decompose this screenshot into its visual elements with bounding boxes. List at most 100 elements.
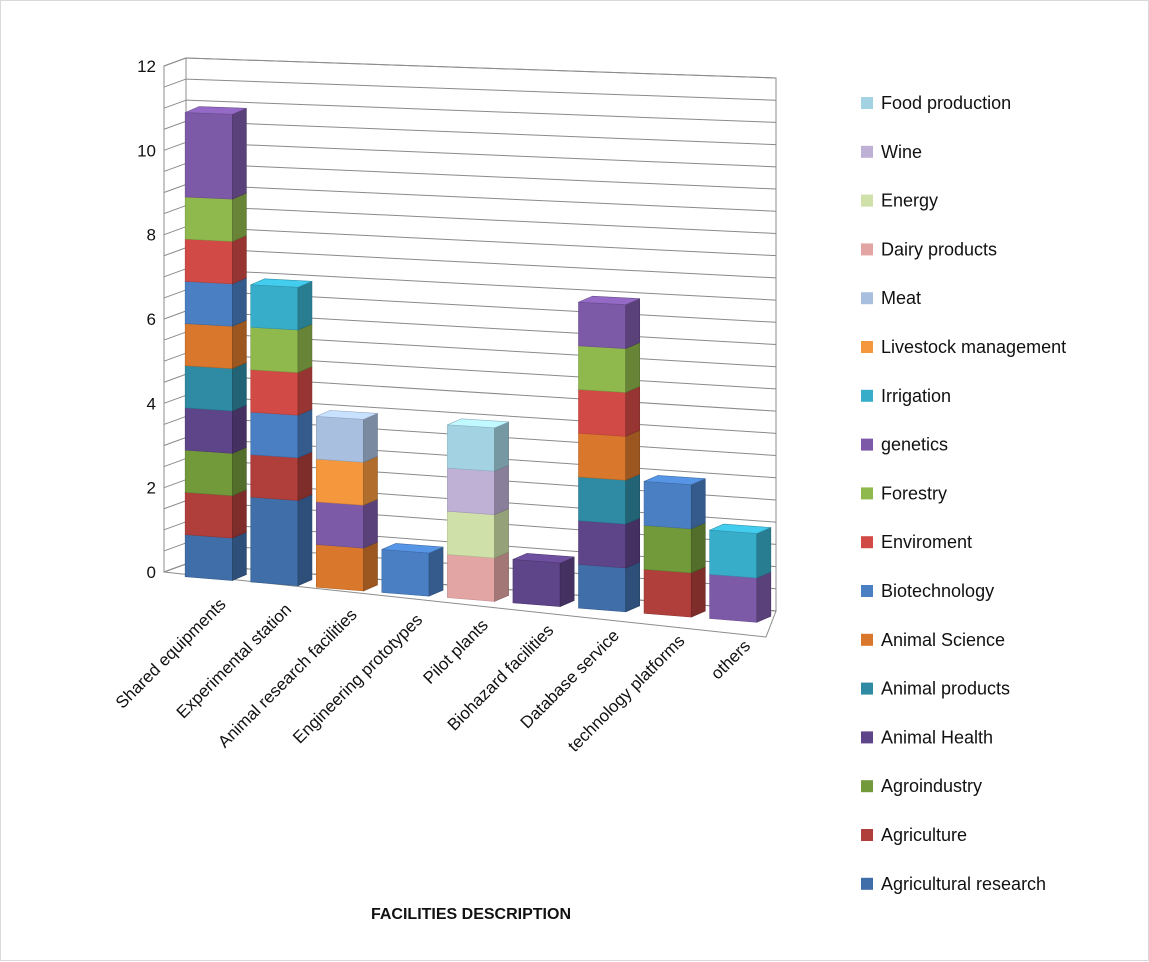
gridline [185, 57, 777, 79]
gridline-side [163, 226, 187, 236]
gridline-side [163, 352, 187, 362]
bar-segment-database-service-animal-products [578, 476, 627, 525]
gridline-side [163, 162, 187, 172]
gridline-side [163, 521, 187, 531]
bar-segment-engineering-prototypes-biotechnology [381, 549, 430, 597]
gridline-side [163, 141, 187, 151]
bar-segment-shared-equipments-animal-health [184, 407, 233, 454]
legend-label-genetics: genetics [881, 435, 948, 455]
gridline-side [163, 542, 187, 552]
bar-side-pilot-plants-wine [494, 464, 509, 516]
bar-side-engineering-prototypes-biotechnology [428, 546, 444, 597]
bar-segment-shared-equipments-agricultural-research [184, 534, 233, 581]
bar-segment-shared-equipments-agriculture [184, 492, 233, 539]
bar-segment-pilot-plants-food-production [447, 424, 495, 472]
bar-side-animal-research-facilities-animal-science [363, 541, 378, 592]
bar-segment-shared-equipments-animal-science [184, 323, 233, 369]
gridline [185, 184, 777, 212]
legend-label-meat: Meat [881, 288, 921, 308]
bar-stack-pilot-plants [447, 418, 509, 602]
gridline [185, 120, 777, 146]
bar-side-database-service-agricultural-research [625, 561, 641, 613]
legend-label-agricultural-research: Agricultural research [881, 874, 1046, 894]
bar-segment-database-service-animal-health [578, 520, 627, 569]
bar-side-pilot-plants-food-production [494, 421, 509, 472]
legend: Food production Wine Energy Dairy products M… [861, 93, 1066, 894]
legend-swatch-food-production [861, 97, 873, 109]
y-tick-label: 6 [147, 310, 156, 329]
y-tick-label: 4 [147, 394, 156, 413]
bar-segment-animal-research-facilities-livestock-management [315, 458, 364, 506]
gridline [185, 205, 777, 234]
bar-segment-experimental-station-enviroment [250, 369, 299, 416]
bar-side-experimental-station-agriculture [297, 451, 313, 501]
bar-top-shared-equipments [185, 106, 247, 115]
legend-swatch-agroindustry [861, 780, 873, 793]
gridline-side [163, 458, 187, 468]
bar-side-experimental-station-irrigation [297, 280, 313, 331]
legend-swatch-meat [861, 292, 873, 305]
gridline-side [163, 78, 187, 88]
bar-stack-technology-platforms [643, 475, 706, 618]
bar-segment-technology-platforms-agroindustry [643, 525, 692, 574]
legend-label-food-production: Food production [881, 93, 1011, 113]
bar-stack-others [709, 523, 772, 623]
bar-stack-shared-equipments [184, 106, 247, 581]
gridline-side [163, 99, 187, 109]
x-tick-label-others: others [707, 636, 754, 683]
gridline-side [163, 479, 187, 489]
gridline-side [163, 373, 187, 383]
gridline-side [163, 310, 187, 320]
gridline [185, 78, 777, 101]
legend-label-animal-health: Animal Health [881, 727, 993, 747]
legend-swatch-animal-science [861, 633, 873, 646]
bar-side-others-irrigation [756, 527, 772, 579]
gridline-side [163, 268, 187, 278]
bar-top-animal-research-facilities [316, 410, 378, 420]
gridline-side [163, 247, 187, 257]
legend-swatch-agricultural-research [861, 877, 873, 890]
bar-side-shared-equipments-agroindustry [232, 446, 247, 497]
legend-swatch-irrigation [861, 389, 873, 402]
bar-side-technology-platforms-biotechnology [690, 478, 706, 530]
gridline [185, 141, 777, 168]
bar-segment-experimental-station-agriculture [250, 454, 299, 501]
bar-side-pilot-plants-energy [494, 508, 509, 559]
bar-segment-pilot-plants-energy [447, 510, 495, 559]
gridline-side [163, 289, 187, 299]
bar-segment-pilot-plants-dairy-products [447, 554, 495, 602]
bar-segment-database-service-agricultural-research [578, 564, 627, 613]
legend-label-agriculture: Agriculture [881, 825, 967, 845]
bar-stack-experimental-station [250, 278, 313, 587]
bar-segment-database-service-enviroment [578, 389, 627, 437]
bar-side-biohazard-facilities-animal-health [559, 556, 575, 608]
bar-side-experimental-station-agricultural-research [297, 493, 313, 587]
x-tick-label-pilot-plants: Pilot plants [420, 616, 492, 688]
legend-swatch-wine [861, 145, 873, 158]
bar-segment-technology-platforms-biotechnology [643, 481, 692, 530]
bars [184, 106, 772, 623]
bar-segment-biohazard-facilities-animal-health [512, 559, 561, 607]
gridline-side [163, 394, 187, 404]
gridline [185, 99, 777, 123]
bar-segment-shared-equipments-enviroment [184, 238, 233, 285]
bar-top-biohazard-facilities [512, 553, 575, 564]
bar-side-shared-equipments-enviroment [232, 234, 247, 285]
gridline-side [163, 120, 187, 130]
bar-side-shared-equipments-genetics [232, 107, 247, 200]
gridline-side [163, 205, 187, 215]
bar-side-animal-research-facilities-genetics [363, 498, 378, 549]
bar-stack-database-service [578, 295, 641, 613]
bar-side-shared-equipments-animal-products [232, 362, 247, 412]
gridline-side [163, 563, 187, 573]
gridline-side [163, 331, 187, 341]
gridline [185, 162, 777, 190]
bar-segment-database-service-animal-science [578, 432, 627, 481]
gridline-side [163, 57, 187, 67]
bar-side-shared-equipments-agriculture [232, 489, 247, 539]
bar-side-animal-research-facilities-meat [363, 412, 378, 463]
bar-side-shared-equipments-animal-health [232, 404, 247, 454]
y-tick-label: 8 [147, 226, 156, 245]
